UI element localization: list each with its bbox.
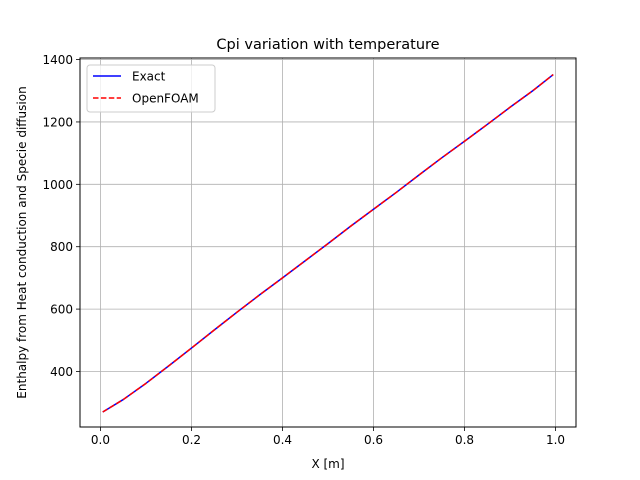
x-tick-label: 0.2: [182, 433, 201, 447]
legend-label-openfoam: OpenFOAM: [132, 92, 199, 106]
x-tick-label: 0.4: [273, 433, 292, 447]
x-tick-label: 0.0: [91, 433, 110, 447]
legend: Exact OpenFOAM: [86, 64, 216, 113]
y-axis-label: Enthalpy from Heat conduction and Specie…: [15, 86, 29, 398]
y-tick-label: 800: [50, 240, 73, 254]
x-tick-label: 0.8: [455, 433, 474, 447]
plot-frame: [79, 57, 577, 428]
legend-label-exact: Exact: [132, 70, 166, 84]
series-line-openfoam: [102, 73, 554, 413]
axis-ticks: 0.0 0.2 0.4 0.6 0.8 1.0 400 600 800 1000 1200 1400: [42, 53, 565, 447]
chart-title: Cpi variation with temperature: [216, 37, 439, 53]
y-tick-label: 1000: [42, 178, 73, 192]
x-tick-label: 0.6: [364, 433, 383, 447]
y-tick-label: 1400: [42, 53, 73, 67]
x-axis-label: X [m]: [311, 457, 344, 471]
y-tick-label: 600: [50, 303, 73, 317]
y-tick-label: 400: [50, 365, 73, 379]
grid-lines: [80, 58, 576, 427]
x-tick-label: 1.0: [546, 433, 565, 447]
y-tick-label: 1200: [42, 115, 73, 129]
series-lines: [102, 73, 554, 413]
